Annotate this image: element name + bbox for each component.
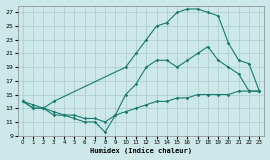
X-axis label: Humidex (Indice chaleur): Humidex (Indice chaleur): [90, 148, 192, 154]
